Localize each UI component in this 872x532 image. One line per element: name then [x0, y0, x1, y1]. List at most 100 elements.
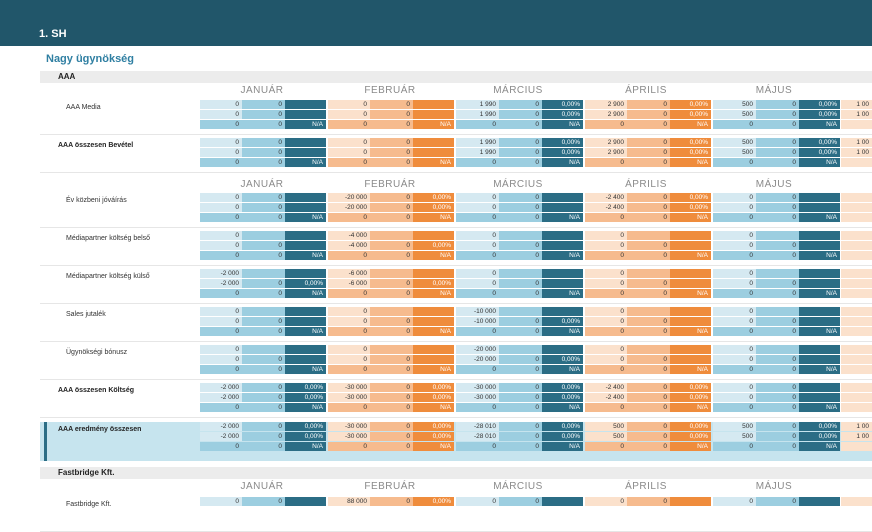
value-cell[interactable]: -30 000 — [456, 383, 499, 392]
value-cell[interactable]: 0 — [627, 213, 670, 222]
value-cell[interactable] — [370, 345, 413, 354]
value-cell[interactable] — [670, 231, 711, 240]
value-cell[interactable]: 0 — [756, 213, 799, 222]
value-cell[interactable] — [370, 231, 413, 240]
value-cell[interactable]: 0 — [328, 138, 370, 147]
value-cell[interactable]: -6 000 — [328, 269, 370, 278]
value-cell[interactable]: 0 — [585, 213, 627, 222]
value-cell[interactable]: 0 — [200, 100, 242, 109]
value-cell[interactable]: 0 — [627, 158, 670, 167]
value-cell[interactable]: 0 — [756, 120, 799, 129]
value-cell[interactable]: 0 — [756, 148, 799, 157]
value-cell[interactable]: 0 — [456, 365, 499, 374]
value-cell[interactable]: 500 — [713, 432, 756, 441]
value-cell[interactable]: -2 400 — [585, 203, 627, 212]
value-cell[interactable]: 0,00% — [285, 383, 326, 392]
value-cell[interactable]: 0 — [756, 393, 799, 402]
value-cell[interactable] — [413, 148, 454, 157]
value-cell[interactable] — [841, 442, 872, 451]
value-cell[interactable]: N/A — [413, 251, 454, 260]
value-cell[interactable]: 1 00 — [841, 432, 872, 441]
value-cell[interactable]: N/A — [799, 213, 840, 222]
value-cell[interactable]: 0 — [370, 432, 413, 441]
value-cell[interactable]: 0,00% — [799, 148, 840, 157]
value-cell[interactable] — [542, 203, 583, 212]
value-cell[interactable] — [841, 269, 872, 278]
value-cell[interactable]: N/A — [542, 120, 583, 129]
value-cell[interactable]: 0 — [756, 317, 799, 326]
value-cell[interactable]: 0 — [242, 193, 285, 202]
value-cell[interactable]: 1 990 — [456, 148, 499, 157]
value-cell[interactable]: 0 — [200, 148, 242, 157]
value-cell[interactable]: 0 — [713, 289, 756, 298]
value-cell[interactable]: 0 — [370, 120, 413, 129]
value-cell[interactable]: N/A — [413, 158, 454, 167]
value-cell[interactable]: 0 — [370, 393, 413, 402]
value-cell[interactable]: 0 — [456, 497, 499, 506]
value-cell[interactable] — [799, 345, 840, 354]
value-cell[interactable]: 0 — [456, 241, 499, 250]
value-cell[interactable] — [841, 251, 872, 260]
value-cell[interactable] — [841, 241, 872, 250]
value-cell[interactable]: 0 — [585, 403, 627, 412]
value-cell[interactable]: 0,00% — [542, 383, 583, 392]
value-cell[interactable]: 0,00% — [542, 317, 583, 326]
value-cell[interactable]: 0 — [200, 110, 242, 119]
value-cell[interactable]: 0 — [456, 403, 499, 412]
value-cell[interactable]: 0 — [627, 193, 670, 202]
value-cell[interactable]: 0 — [200, 213, 242, 222]
value-cell[interactable]: 0 — [242, 251, 285, 260]
value-cell[interactable]: 500 — [713, 100, 756, 109]
value-cell[interactable]: 0 — [370, 355, 413, 364]
value-cell[interactable]: 0 — [756, 158, 799, 167]
value-cell[interactable]: 0 — [370, 110, 413, 119]
value-cell[interactable]: N/A — [670, 289, 711, 298]
value-cell[interactable]: 0 — [200, 317, 242, 326]
value-cell[interactable]: 1 00 — [841, 138, 872, 147]
value-cell[interactable] — [799, 231, 840, 240]
value-cell[interactable] — [542, 241, 583, 250]
value-cell[interactable]: 0 — [585, 442, 627, 451]
value-cell[interactable]: 0 — [627, 279, 670, 288]
value-cell[interactable]: 0 — [456, 203, 499, 212]
value-cell[interactable]: 0 — [499, 213, 542, 222]
value-cell[interactable]: 2 900 — [585, 138, 627, 147]
value-cell[interactable]: 0 — [370, 289, 413, 298]
value-cell[interactable]: 0 — [370, 279, 413, 288]
value-cell[interactable]: 0 — [242, 393, 285, 402]
value-cell[interactable]: 0,00% — [542, 110, 583, 119]
value-cell[interactable]: 0 — [456, 158, 499, 167]
value-cell[interactable]: 0 — [627, 138, 670, 147]
value-cell[interactable]: 500 — [713, 138, 756, 147]
value-cell[interactable]: 0 — [627, 383, 670, 392]
value-cell[interactable] — [413, 355, 454, 364]
value-cell[interactable]: 0 — [756, 442, 799, 451]
value-cell[interactable]: 0 — [456, 327, 499, 336]
value-cell[interactable]: -6 000 — [328, 279, 370, 288]
value-cell[interactable]: -2 000 — [200, 393, 242, 402]
value-cell[interactable]: 0 — [370, 203, 413, 212]
value-cell[interactable]: 0 — [585, 231, 627, 240]
value-cell[interactable]: N/A — [670, 213, 711, 222]
value-cell[interactable]: 0 — [200, 403, 242, 412]
value-cell[interactable]: 0 — [328, 213, 370, 222]
value-cell[interactable]: 0 — [328, 442, 370, 451]
value-cell[interactable]: N/A — [799, 442, 840, 451]
value-cell[interactable]: 0 — [200, 120, 242, 129]
value-cell[interactable]: 0,00% — [413, 241, 454, 250]
value-cell[interactable] — [670, 355, 711, 364]
value-cell[interactable]: 0 — [713, 213, 756, 222]
value-cell[interactable]: 0 — [756, 497, 799, 506]
value-cell[interactable]: 0 — [328, 120, 370, 129]
value-cell[interactable]: 0 — [756, 383, 799, 392]
value-cell[interactable]: 0 — [585, 327, 627, 336]
value-cell[interactable]: N/A — [285, 251, 326, 260]
value-cell[interactable]: N/A — [670, 120, 711, 129]
value-cell[interactable]: 0 — [499, 432, 542, 441]
value-cell[interactable]: N/A — [799, 365, 840, 374]
value-cell[interactable] — [285, 269, 326, 278]
value-cell[interactable] — [285, 203, 326, 212]
value-cell[interactable]: 0,00% — [285, 393, 326, 402]
value-cell[interactable]: 0 — [328, 110, 370, 119]
value-cell[interactable]: 0 — [242, 327, 285, 336]
